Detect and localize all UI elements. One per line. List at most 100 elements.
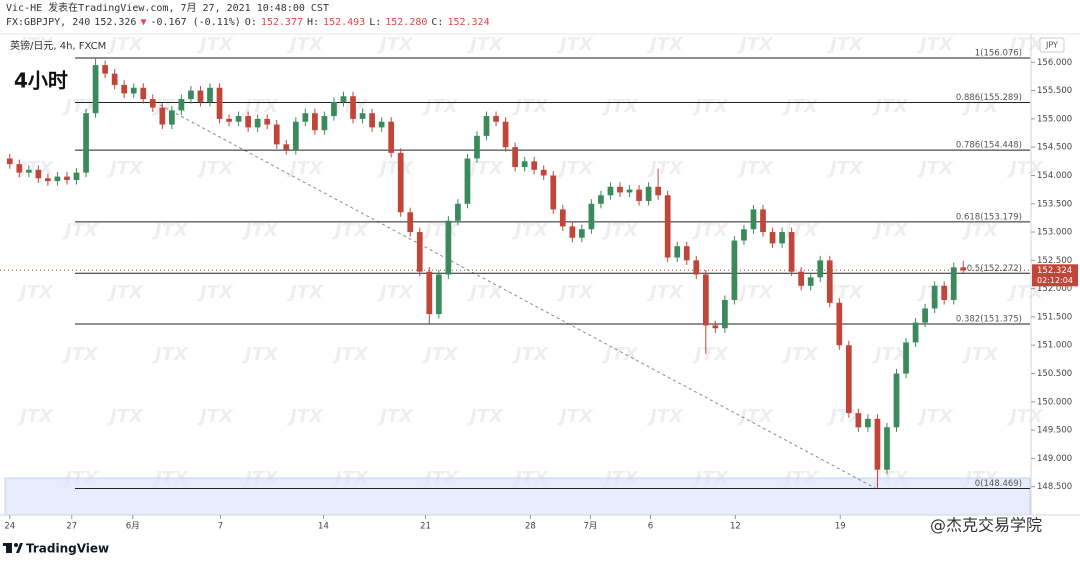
watermark: JTX (242, 96, 279, 117)
candle-body (912, 322, 919, 343)
candle-body (378, 121, 385, 128)
y-tick-label: 152.500 (1037, 256, 1072, 266)
watermark: JTX (107, 282, 144, 303)
candle-body (741, 229, 747, 241)
watermark: JTX (332, 220, 369, 241)
watermark: JTX (197, 406, 234, 427)
candle-body (712, 325, 719, 329)
watermark: JTX (467, 34, 504, 55)
candle-body (922, 308, 928, 323)
x-tick-label: 19 (835, 522, 846, 532)
watermark: JTX (287, 282, 324, 303)
fib-label: 1(156.076) (975, 48, 1022, 58)
candle-body (102, 65, 108, 74)
candle-body (312, 113, 318, 131)
candle-body (655, 186, 661, 196)
watermark: JTX (647, 406, 684, 427)
watermark: JTX (557, 406, 594, 427)
watermark: JTX (512, 344, 549, 365)
candle-body (550, 175, 557, 210)
watermark: JTX (377, 282, 414, 303)
watermark: JTX (737, 34, 774, 55)
quote-part: 152.324 (447, 17, 489, 28)
candle-body (159, 107, 166, 125)
candle-body (531, 161, 538, 170)
quote-part: O: (245, 17, 257, 28)
candle-body (254, 118, 261, 128)
fib-label: 0(148.469) (975, 479, 1022, 489)
candle-body (25, 169, 32, 173)
candle-body (92, 65, 99, 114)
watermark: JTX (692, 344, 729, 365)
timeframe-label: 4小时 (14, 69, 68, 93)
candle-body (340, 96, 347, 102)
publisher: Vic-HE 发表在TradingView.com, 7月 27, 2021 1… (6, 1, 329, 14)
watermark: JTX (17, 282, 54, 303)
watermark: JTX (107, 158, 144, 179)
candle-body (760, 209, 766, 233)
y-tick-label: 149.500 (1037, 426, 1072, 436)
price-tag (1032, 264, 1078, 287)
watermark: JTX (242, 344, 279, 365)
candle-body (502, 121, 509, 148)
watermark: JTX (827, 158, 864, 179)
candle-body (292, 121, 299, 151)
watermark: JTX (422, 220, 459, 241)
candle-body (693, 260, 700, 275)
candle-body (216, 87, 223, 119)
countdown: 02:12:04 (1037, 276, 1073, 285)
candle-body (493, 116, 499, 122)
watermark: JTX (422, 344, 459, 365)
candle-body (226, 118, 232, 122)
y-tick-label: 154.000 (1037, 171, 1072, 181)
watermark: JTX (737, 406, 774, 427)
quote-part: FX:GBPJPY, 240 (6, 17, 90, 28)
brand-logo (3, 543, 23, 553)
watermark: JTX (782, 96, 819, 117)
candle-body (874, 418, 881, 470)
watermark: JTX (917, 406, 954, 427)
candle-body (197, 90, 204, 102)
candle-body (264, 118, 271, 125)
candle-body (588, 203, 595, 230)
x-tick-label: 6 (648, 522, 653, 532)
y-tick-label: 153.000 (1037, 228, 1072, 238)
x-tick-label: 24 (4, 522, 15, 532)
candle-body (474, 135, 480, 159)
watermark: JTX (287, 406, 324, 427)
quote-part: C: (431, 17, 443, 28)
x-tick-label: 12 (730, 522, 741, 532)
candle-body (435, 274, 442, 315)
watermark: JTX (557, 34, 594, 55)
candle-body (302, 113, 309, 122)
watermark: JTX (557, 282, 594, 303)
candle-body (121, 84, 128, 94)
y-tick-label: 156.000 (1037, 58, 1072, 68)
y-tick-label: 148.500 (1037, 482, 1072, 492)
watermark: JTX (1007, 282, 1044, 303)
candle-body (407, 212, 414, 233)
watermark: JTX (422, 96, 459, 117)
watermark: JTX (737, 158, 774, 179)
currency-box (1039, 37, 1065, 53)
watermark: JTX (962, 344, 999, 365)
candle-body (140, 87, 147, 100)
quote-part: 152.493 (323, 17, 365, 28)
watermark: JTX (962, 220, 999, 241)
watermark: JTX (197, 282, 234, 303)
candle-body (426, 271, 433, 315)
quote-part: ▼ (140, 17, 146, 28)
x-tick-label: 7月 (583, 522, 597, 532)
watermark: JTX (107, 34, 144, 55)
candle-body (445, 220, 452, 275)
candle-body (855, 413, 862, 428)
candle-body (731, 240, 738, 300)
candle-body (960, 267, 967, 271)
watermark: JTX (872, 96, 909, 117)
watermark: JTX (827, 34, 864, 55)
x-tick-label: 21 (420, 522, 431, 532)
watermark: JTX (917, 158, 954, 179)
candle-body (950, 267, 957, 300)
watermark: JTX (827, 406, 864, 427)
logo-mark (3, 543, 12, 546)
